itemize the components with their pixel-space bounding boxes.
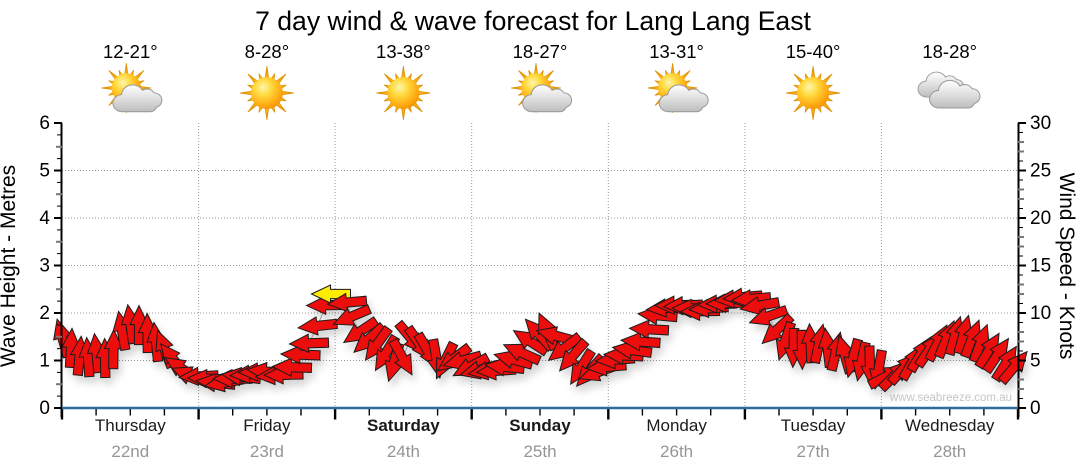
- svg-text:23rd: 23rd: [250, 442, 284, 461]
- svg-text:27th: 27th: [797, 442, 830, 461]
- svg-text:1: 1: [39, 351, 50, 372]
- svg-text:8-28°: 8-28°: [245, 41, 289, 62]
- svg-text:0: 0: [1030, 398, 1041, 419]
- svg-text:18-28°: 18-28°: [922, 41, 977, 62]
- svg-text:Wave Height - Metres: Wave Height - Metres: [0, 165, 20, 367]
- svg-text:2: 2: [39, 303, 50, 324]
- svg-text:22nd: 22nd: [111, 442, 149, 461]
- svg-text:28th: 28th: [933, 442, 966, 461]
- svg-text:10: 10: [1030, 303, 1051, 324]
- svg-text:www.seabreeze.com.au: www.seabreeze.com.au: [889, 392, 1012, 404]
- svg-text:15-40°: 15-40°: [786, 41, 841, 62]
- svg-text:15: 15: [1030, 256, 1051, 277]
- svg-text:Friday: Friday: [243, 416, 291, 435]
- svg-text:12-21°: 12-21°: [103, 41, 158, 62]
- svg-text:25: 25: [1030, 161, 1051, 182]
- svg-text:13-38°: 13-38°: [376, 41, 431, 62]
- svg-text:3: 3: [39, 256, 50, 277]
- svg-text:13-31°: 13-31°: [649, 41, 704, 62]
- svg-text:24th: 24th: [387, 442, 420, 461]
- svg-text:6: 6: [39, 113, 50, 134]
- svg-text:25th: 25th: [523, 442, 556, 461]
- svg-text:7 day wind & wave forecast for: 7 day wind & wave forecast for Lang Lang…: [255, 6, 811, 36]
- svg-text:18-27°: 18-27°: [513, 41, 568, 62]
- svg-text:Monday: Monday: [646, 416, 707, 435]
- svg-text:Thursday: Thursday: [95, 416, 166, 435]
- svg-text:Saturday: Saturday: [367, 416, 440, 435]
- svg-text:5: 5: [39, 161, 50, 182]
- svg-text:Tuesday: Tuesday: [781, 416, 846, 435]
- svg-text:0: 0: [39, 398, 50, 419]
- svg-text:Wednesday: Wednesday: [905, 416, 995, 435]
- svg-text:Wind Speed - Knots: Wind Speed - Knots: [1055, 173, 1078, 360]
- svg-text:5: 5: [1030, 351, 1041, 372]
- svg-text:Sunday: Sunday: [509, 416, 571, 435]
- svg-text:20: 20: [1030, 208, 1051, 229]
- svg-text:30: 30: [1030, 113, 1051, 134]
- svg-text:4: 4: [39, 208, 50, 229]
- svg-text:26th: 26th: [660, 442, 693, 461]
